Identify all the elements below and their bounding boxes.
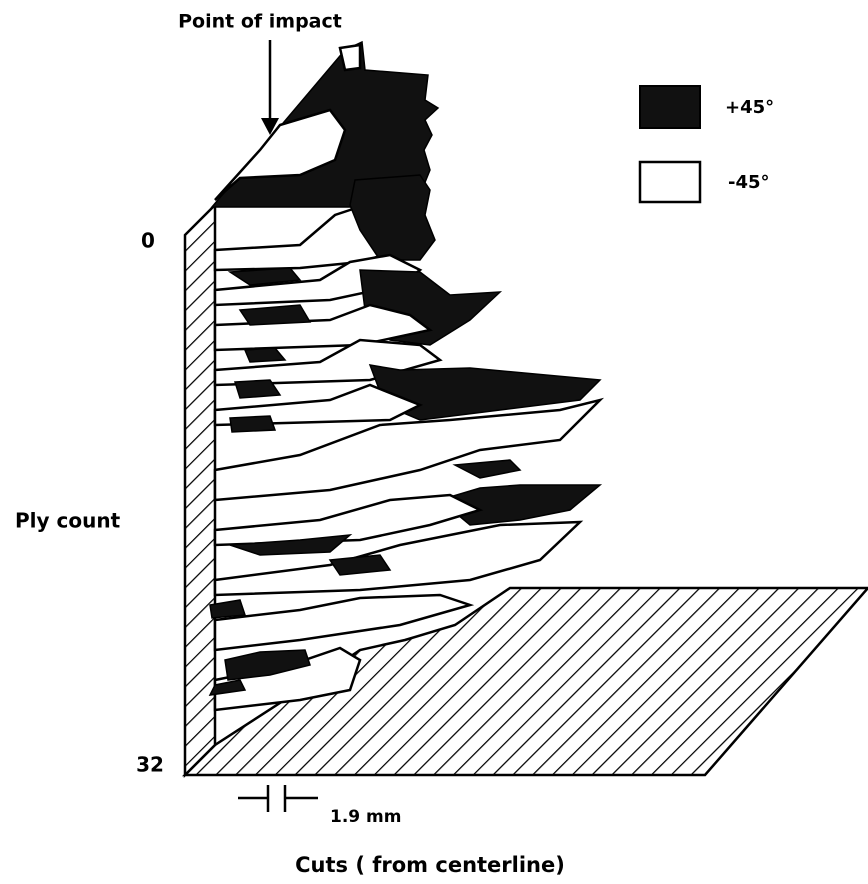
scale-bar [238,785,318,812]
legend-swatch [640,162,700,202]
legend-label: +45° [725,97,774,118]
scale-label: 1.9 mm [330,807,401,827]
ply-bottom-label: 32 [136,753,164,777]
specimen-body [185,42,868,775]
diagram: Point of impact +45° -45° 0 Ply count 32… [0,0,868,884]
legend: +45° -45° [640,86,774,202]
ply-top-label: 0 [141,229,155,253]
page: {"title": "Point of impact", "legend": {… [0,0,868,884]
legend-swatch [640,86,700,128]
impact-arrow [261,40,279,135]
x-axis-title: Cuts ( from centerline) [295,853,565,877]
legend-label: -45° [728,172,770,193]
y-axis-title: Ply count [15,509,121,533]
impact-label: Point of impact [178,11,342,33]
